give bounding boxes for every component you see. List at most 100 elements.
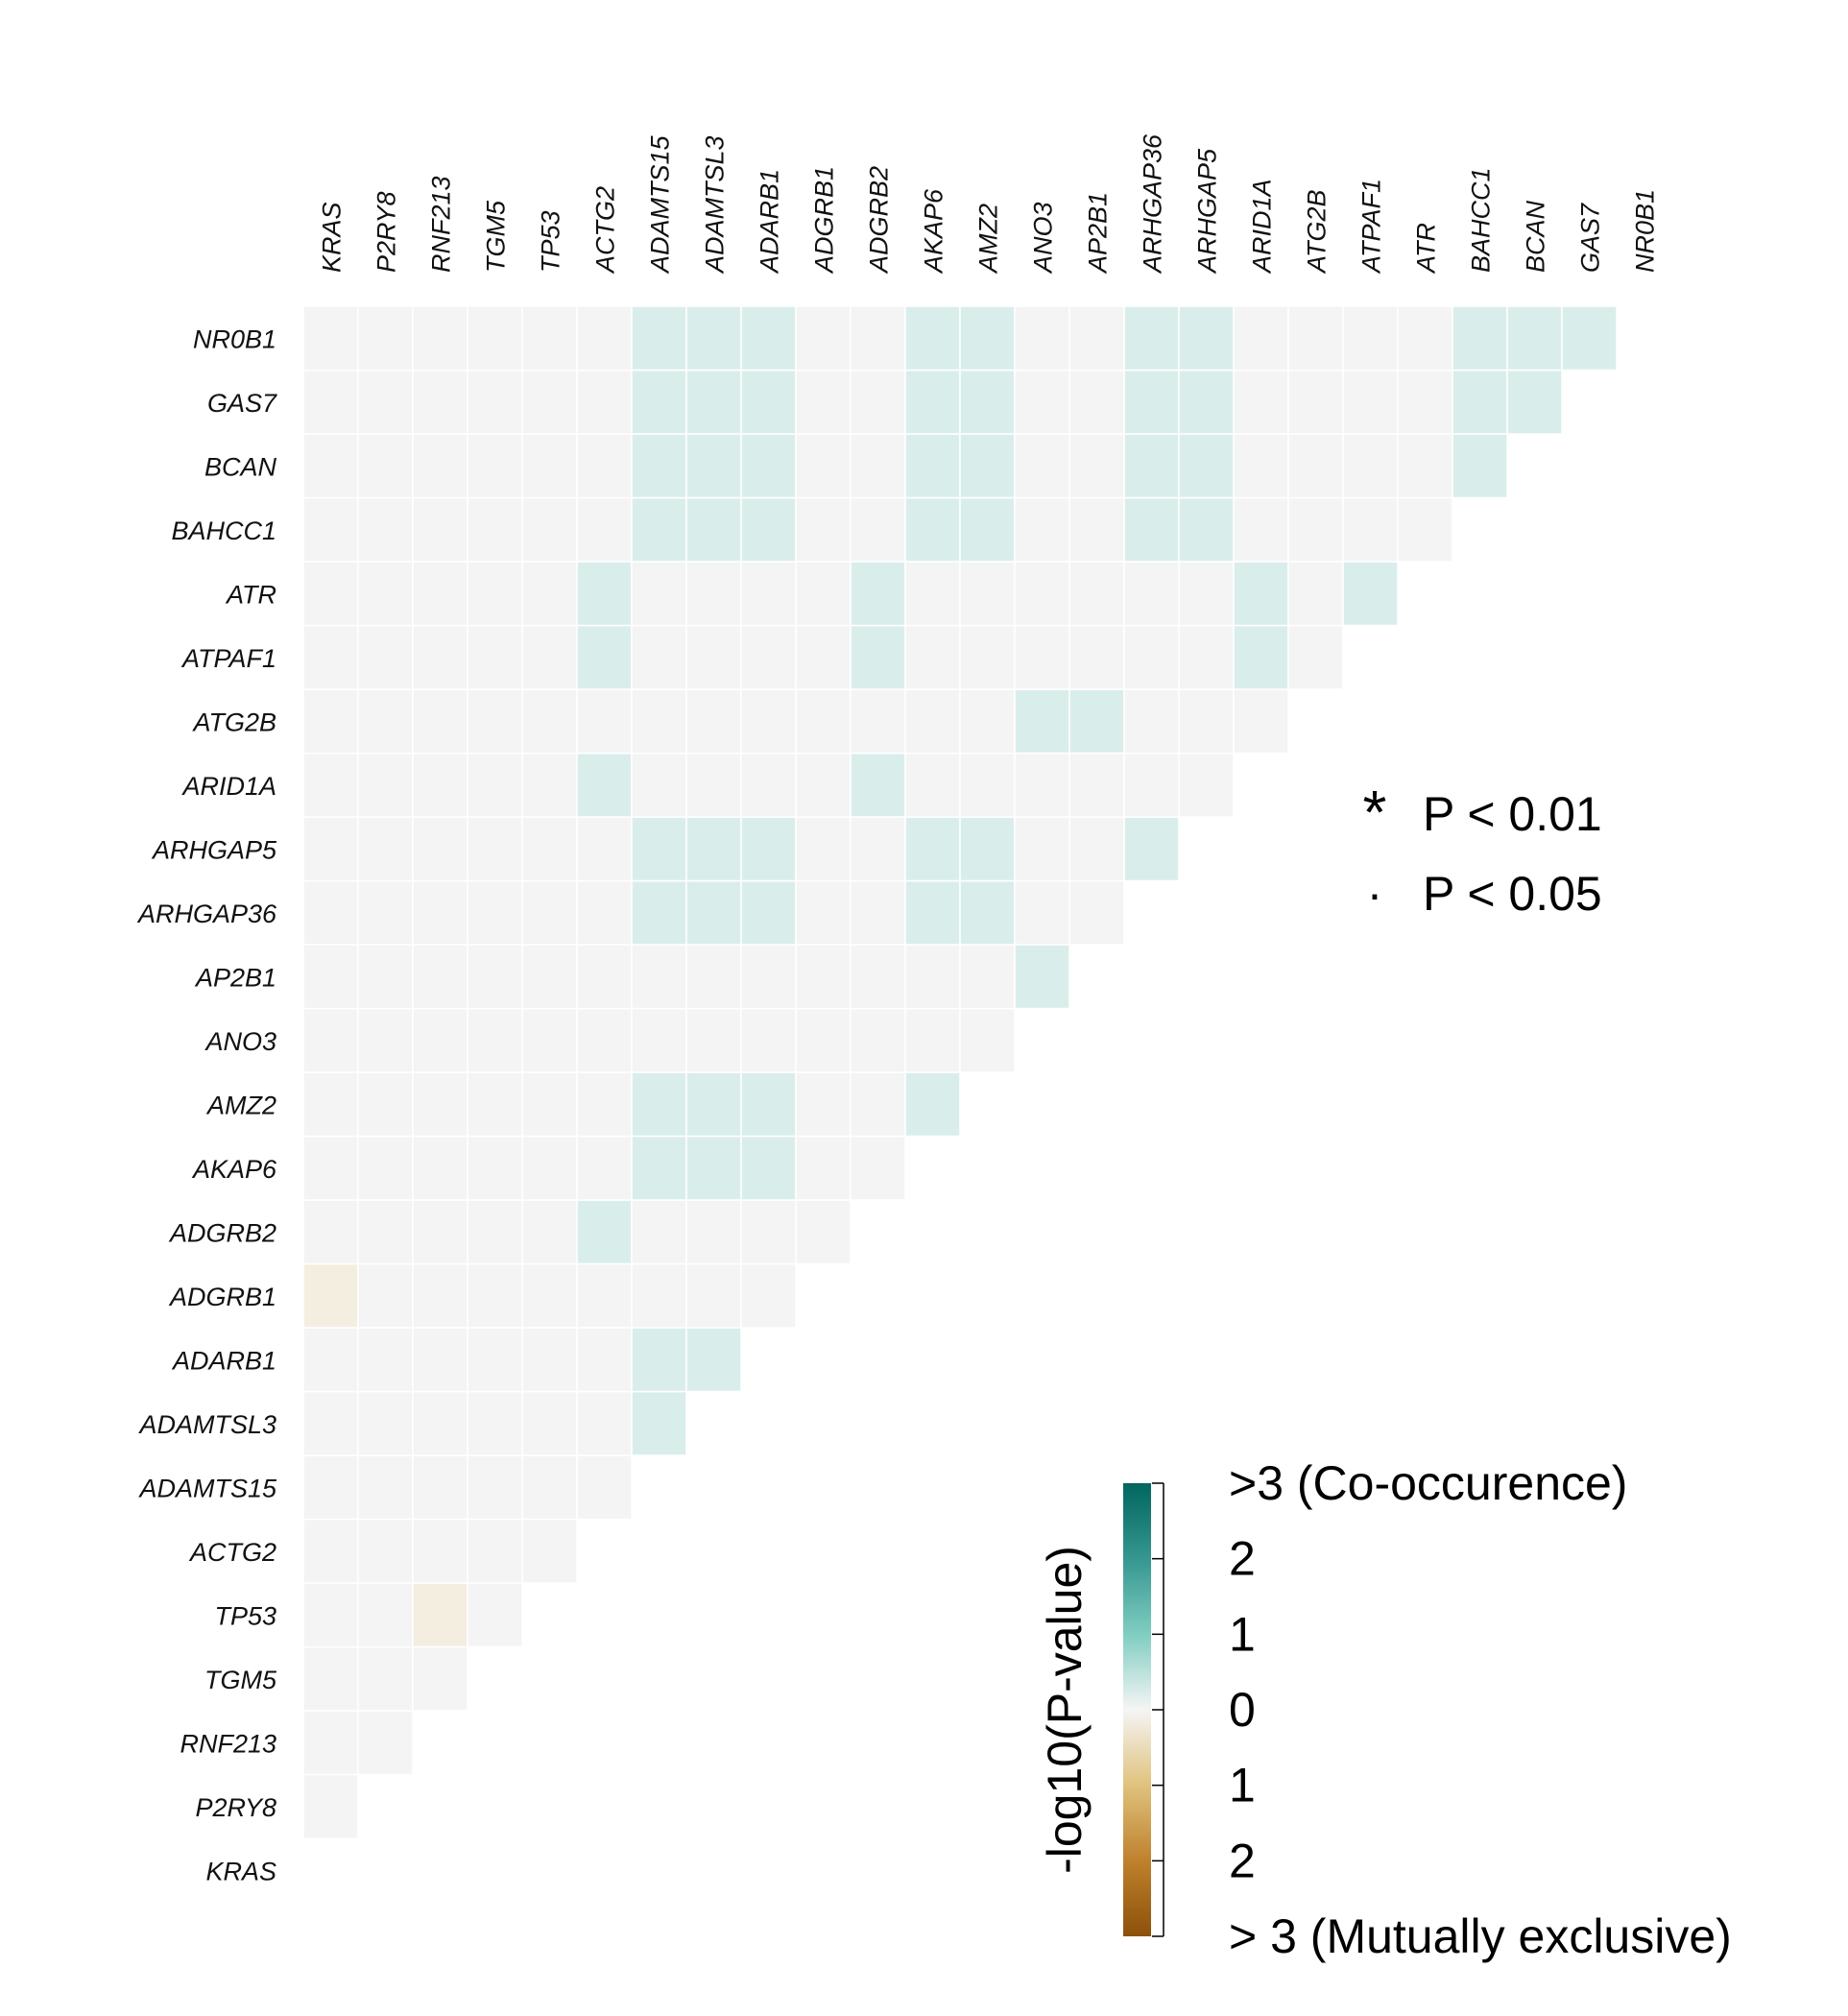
- heatmap-cell-atg2b-arhgap5: [1178, 688, 1235, 755]
- heatmap-cell-adgrb1-adarb1: [740, 1262, 797, 1329]
- y-label-adgrb2: ADGRB2: [168, 1218, 276, 1247]
- heatmap-cell-gas7-atg2b: [1287, 369, 1344, 435]
- x-label-arid1a: ARID1A: [1248, 179, 1277, 275]
- heatmap-cell-amz2-tgm5: [467, 1071, 523, 1138]
- heatmap-cell-atr-adgrb1: [795, 561, 852, 627]
- heatmap-cells: [302, 305, 1618, 1839]
- heatmap-cell-bahcc1-arid1a: [1233, 496, 1289, 563]
- heatmap-cell-atr-kras: [302, 561, 359, 627]
- heatmap-cell-adamtsl3-tgm5: [467, 1390, 523, 1456]
- heatmap-cell-gas7-ap2b1: [1068, 369, 1125, 435]
- heatmap-cell-nr0b1-kras: [302, 305, 359, 372]
- heatmap-cell-arhgap36-tp53: [521, 879, 578, 946]
- x-label-amz2: AMZ2: [974, 204, 1003, 275]
- heatmap-cell-akap6-adamts15: [631, 1135, 687, 1201]
- heatmap-cell-atr-p2ry8: [357, 561, 414, 627]
- heatmap-cell-nr0b1-adamts15: [631, 305, 687, 372]
- heatmap-cell-arid1a-adamts15: [631, 752, 687, 818]
- y-label-kras: KRAS: [205, 1857, 276, 1885]
- heatmap-cell-nr0b1-arhgap36: [1123, 305, 1180, 372]
- heatmap-cell-arid1a-adgrb1: [795, 752, 852, 818]
- heatmap-cell-bahcc1-adgrb1: [795, 496, 852, 563]
- heatmap-cell-bahcc1-ap2b1: [1068, 496, 1125, 563]
- heatmap-cell-bahcc1-ano3: [1014, 496, 1070, 563]
- heatmap-cell-nr0b1-atpaf1: [1342, 305, 1399, 372]
- heatmap-cell-akap6-adgrb2: [850, 1135, 906, 1201]
- heatmap-cell-ano3-tp53: [521, 1007, 578, 1073]
- heatmap-cell-adarb1-actg2: [576, 1327, 633, 1393]
- heatmap-cell-akap6-kras: [302, 1135, 359, 1201]
- colorbar-ticks: >3 (Co-occurence) 2 1 0 1 2 > 3 (Mutually excl…: [1152, 1456, 1732, 1963]
- heatmap-cell-bcan-actg2: [576, 433, 633, 499]
- x-label-tgm5: TGM5: [482, 200, 511, 273]
- heatmap-cell-gas7-tgm5: [467, 369, 523, 435]
- heatmap-cell-bahcc1-atg2b: [1287, 496, 1344, 563]
- heatmap-cell-bahcc1-adgrb2: [850, 496, 906, 563]
- heatmap-cell-atg2b-adamts15: [631, 688, 687, 755]
- heatmap-cell-actg2-tgm5: [467, 1518, 523, 1584]
- heatmap-cell-atg2b-adamtsl3: [685, 688, 742, 755]
- heatmap-cell-arid1a-kras: [302, 752, 359, 818]
- heatmap-cell-arhgap36-actg2: [576, 879, 633, 946]
- heatmap-cell-bahcc1-tgm5: [467, 496, 523, 563]
- y-label-ano3: ANO3: [204, 1027, 276, 1056]
- x-label-adarb1: ADARB1: [756, 169, 784, 275]
- heatmap-cell-adgrb2-adamtsl3: [685, 1199, 742, 1265]
- heatmap-cell-adgrb2-adamts15: [631, 1199, 687, 1265]
- heatmap-cell-atpaf1-adarb1: [740, 624, 797, 690]
- heatmap-cell-bahcc1-tp53: [521, 496, 578, 563]
- heatmap-cell-bahcc1-kras: [302, 496, 359, 563]
- heatmap-cell-tgm5-rnf213: [412, 1645, 468, 1712]
- x-label-adamtsl3: ADAMTSL3: [701, 135, 730, 275]
- heatmap-cell-arhgap5-tp53: [521, 816, 578, 882]
- heatmap-cell-atpaf1-actg2: [576, 624, 633, 690]
- heatmap-cell-atr-tgm5: [467, 561, 523, 627]
- heatmap-cell-atr-ano3: [1014, 561, 1070, 627]
- heatmap-cell-atg2b-tp53: [521, 688, 578, 755]
- heatmap-cell-adamtsl3-adamts15: [631, 1390, 687, 1456]
- heatmap-cell-ap2b1-akap6: [904, 944, 961, 1010]
- x-label-adgrb2: ADGRB2: [865, 166, 894, 275]
- heatmap-cell-arid1a-akap6: [904, 752, 961, 818]
- heatmap-cell-adgrb2-p2ry8: [357, 1199, 414, 1265]
- heatmap-cell-tgm5-p2ry8: [357, 1645, 414, 1712]
- colorbar-tick-label: 1: [1229, 1607, 1256, 1661]
- heatmap-cell-nr0b1-atg2b: [1287, 305, 1344, 372]
- heatmap-cell-bahcc1-amz2: [959, 496, 1016, 563]
- y-label-adgrb1: ADGRB1: [168, 1283, 276, 1311]
- y-label-bcan: BCAN: [204, 452, 277, 481]
- heatmap-cell-bcan-adarb1: [740, 433, 797, 499]
- x-label-kras: KRAS: [318, 202, 347, 273]
- heatmap-cell-atr-adamts15: [631, 561, 687, 627]
- heatmap-cell-adarb1-tp53: [521, 1327, 578, 1393]
- y-label-arhgap36: ARHGAP36: [136, 900, 277, 928]
- x-label-adgrb1: ADGRB1: [810, 166, 839, 275]
- heatmap-cell-gas7-atr: [1397, 369, 1453, 435]
- sig-symbol-p01: *: [1363, 778, 1387, 847]
- heatmap-cell-arid1a-ap2b1: [1068, 752, 1125, 818]
- x-label-arhgap5: ARHGAP5: [1193, 148, 1222, 275]
- heatmap-cell-gas7-arhgap36: [1123, 369, 1180, 435]
- x-label-ap2b1: AP2B1: [1084, 192, 1113, 275]
- heatmap-cell-gas7-arhgap5: [1178, 369, 1235, 435]
- heatmap-cell-atpaf1-adamtsl3: [685, 624, 742, 690]
- heatmap-cell-arhgap36-ano3: [1014, 879, 1070, 946]
- heatmap-cell-akap6-p2ry8: [357, 1135, 414, 1201]
- heatmap-cell-atr-rnf213: [412, 561, 468, 627]
- heatmap-cell-atr-amz2: [959, 561, 1016, 627]
- heatmap-cell-bahcc1-adamtsl3: [685, 496, 742, 563]
- heatmap-cell-adgrb1-rnf213: [412, 1262, 468, 1329]
- heatmap-cell-ap2b1-rnf213: [412, 944, 468, 1010]
- heatmap-cell-arhgap36-amz2: [959, 879, 1016, 946]
- heatmap-cell-atg2b-ap2b1: [1068, 688, 1125, 755]
- heatmap-cell-nr0b1-p2ry8: [357, 305, 414, 372]
- heatmap-cell-adarb1-tgm5: [467, 1327, 523, 1393]
- heatmap-cell-atr-adarb1: [740, 561, 797, 627]
- x-label-tp53: TP53: [537, 210, 565, 273]
- heatmap-cell-tp53-p2ry8: [357, 1582, 414, 1648]
- heatmap-cell-ap2b1-tgm5: [467, 944, 523, 1010]
- colorbar-tick-label: 1: [1229, 1759, 1256, 1812]
- colorbar-tick-label: 2: [1229, 1532, 1256, 1586]
- heatmap-cell-ano3-akap6: [904, 1007, 961, 1073]
- heatmap-cell-adamts15-p2ry8: [357, 1454, 414, 1521]
